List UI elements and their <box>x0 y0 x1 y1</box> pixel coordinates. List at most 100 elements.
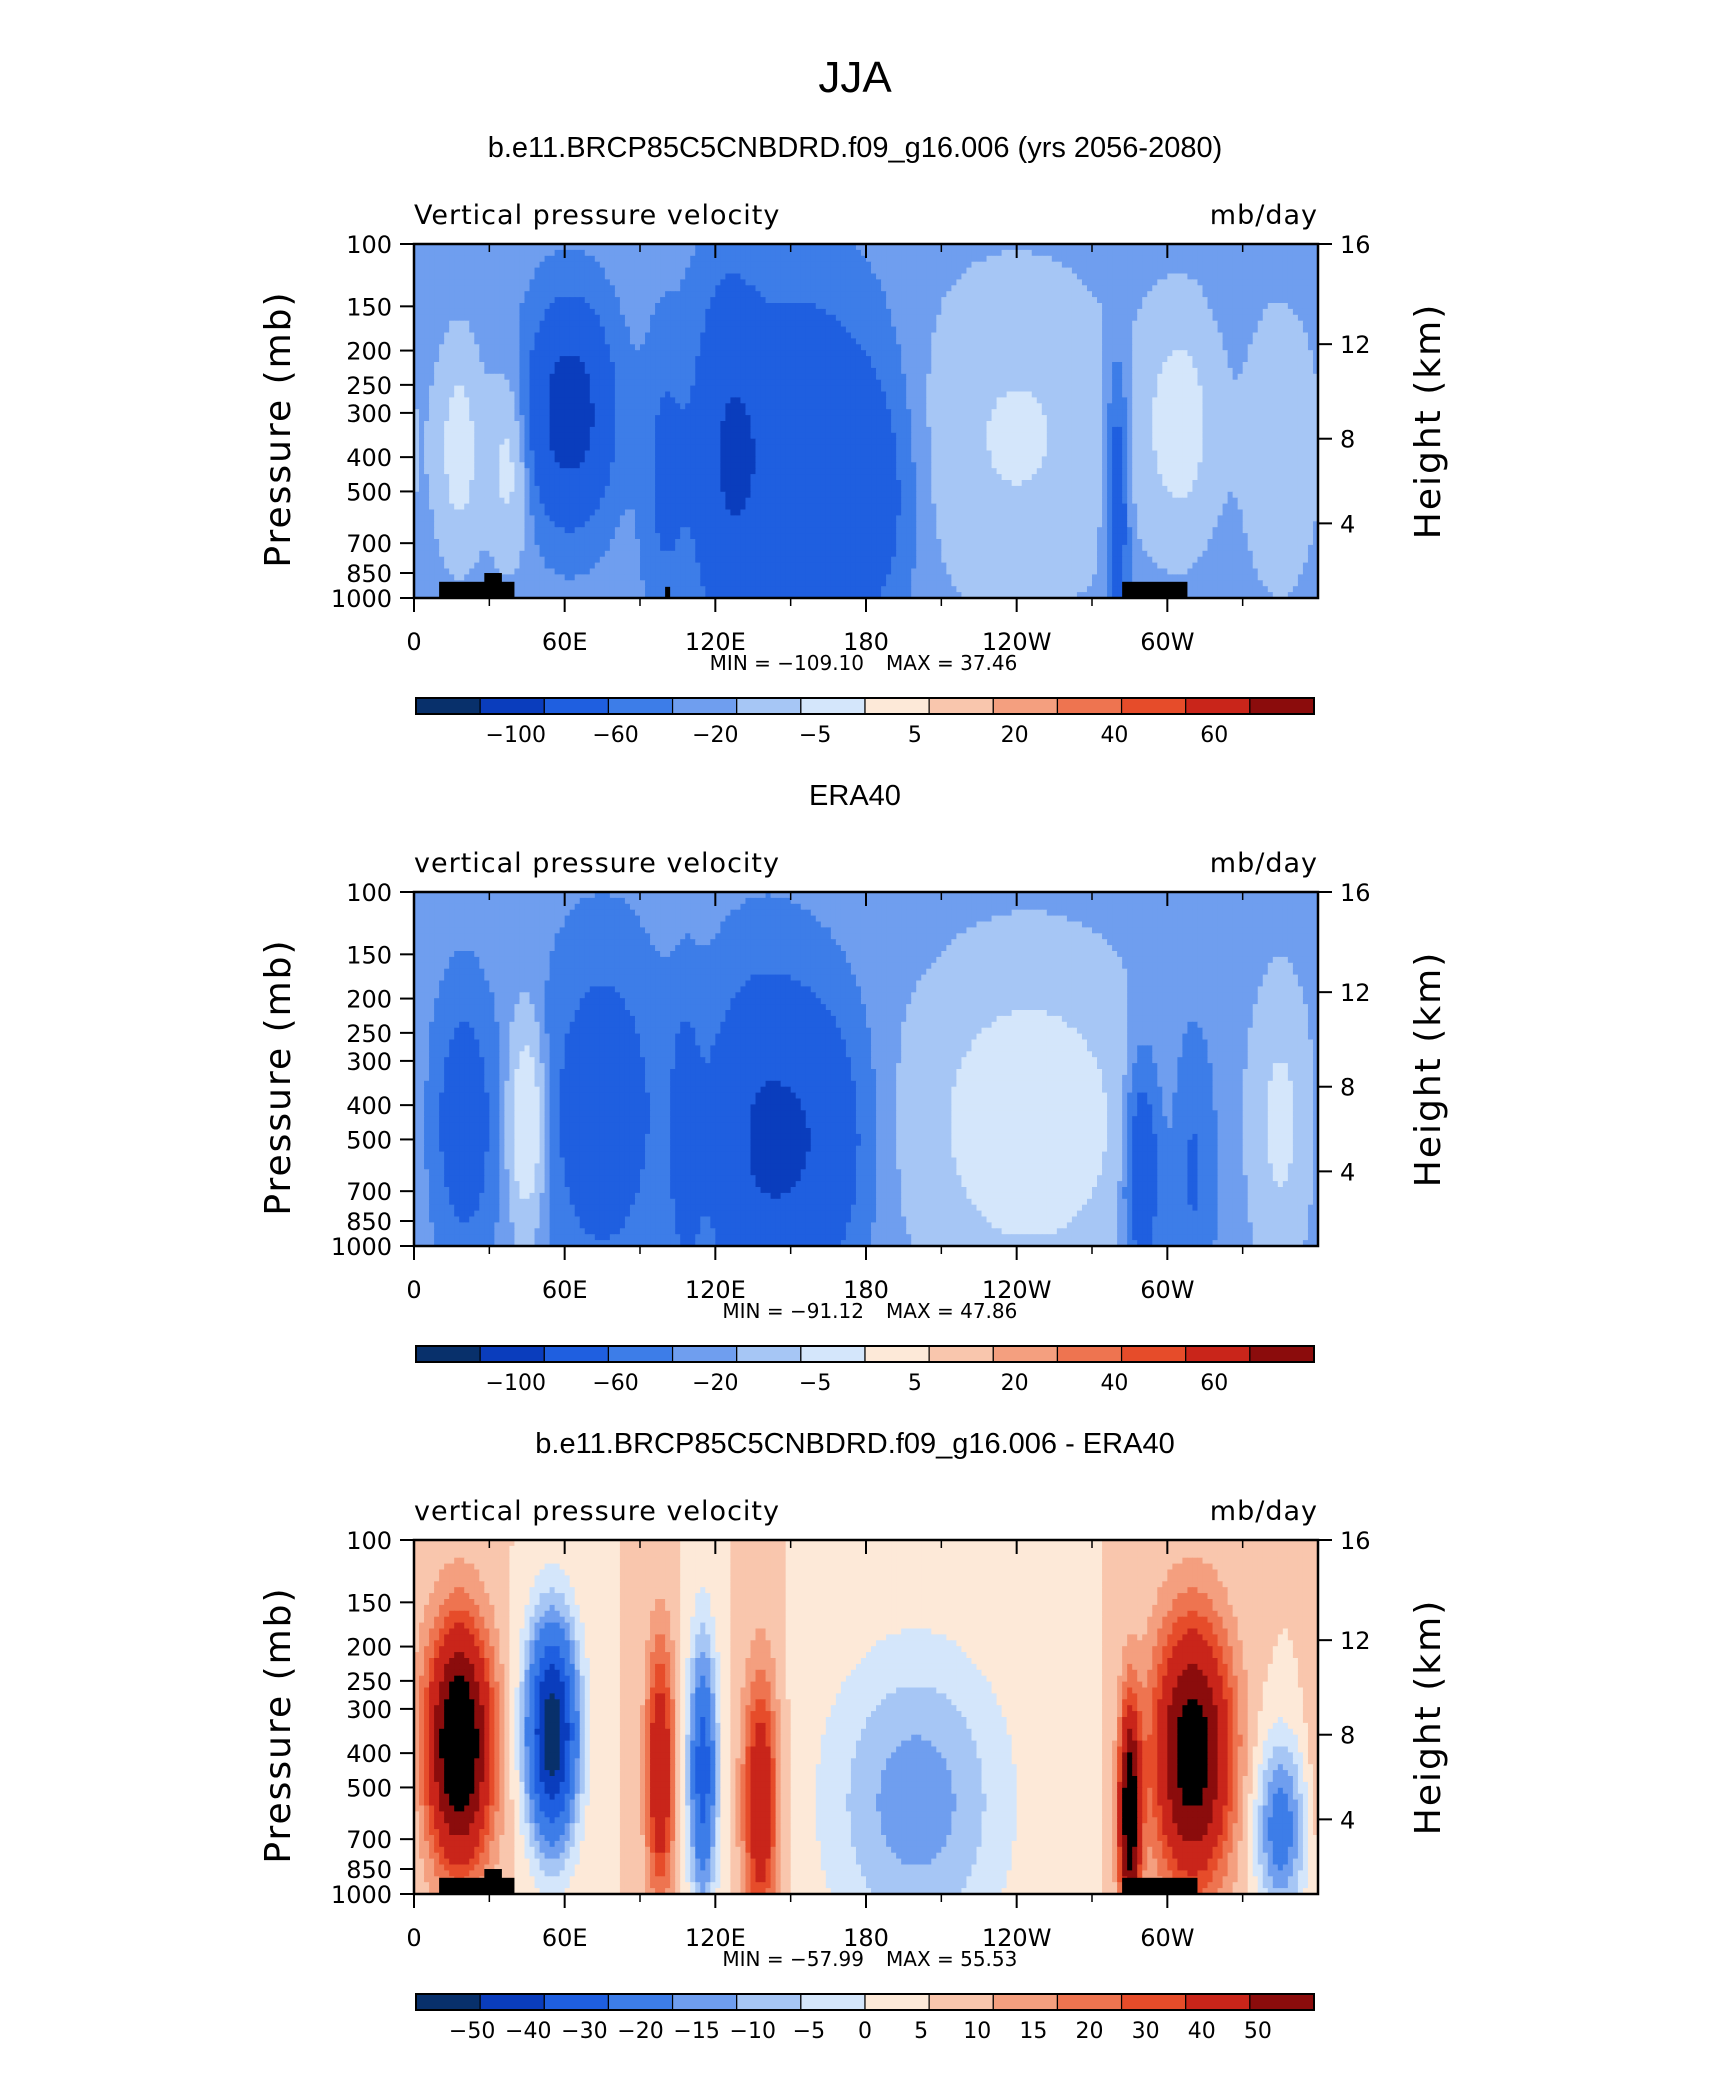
topography-mask <box>484 573 502 598</box>
y-right-tick-label: 12 <box>1340 331 1371 359</box>
y-right-tick-label: 4 <box>1340 1158 1355 1186</box>
colorbar-label: −5 <box>799 723 831 748</box>
x-tick-label: 120W <box>982 628 1052 656</box>
colorbar-box <box>543 1345 610 1363</box>
x-tick-label: 180 <box>843 1924 889 1952</box>
x-tick-label: 60W <box>1140 1276 1194 1304</box>
max-readout: MAX = 55.53 <box>886 1947 1017 1971</box>
colorbar-label: −20 <box>617 2019 663 2044</box>
topography-mask <box>439 581 515 598</box>
max-readout: MAX = 37.46 <box>886 651 1017 675</box>
colorbar-box <box>1120 697 1187 715</box>
heatmap-field <box>414 1540 1318 1894</box>
colorbar-label: 5 <box>908 723 922 748</box>
panel-left-label: Vertical pressure velocity <box>414 200 780 231</box>
colorbar-label: −60 <box>592 723 638 748</box>
figure-title: JJA <box>818 53 892 102</box>
colorbar-box <box>479 1993 545 2011</box>
y-tick-label: 500 <box>346 478 392 506</box>
heatmap-field <box>414 892 1318 1246</box>
colorbar-label: −10 <box>730 2019 776 2044</box>
colorbar-box <box>800 1993 866 2011</box>
colorbar-box <box>864 697 930 715</box>
x-tick-label: 60E <box>542 1924 588 1952</box>
colorbar-box <box>1249 1993 1315 2011</box>
colorbar-box <box>607 1993 674 2011</box>
y-tick-label: 500 <box>346 1774 392 1802</box>
y-tick-label: 100 <box>346 231 392 259</box>
colorbar-box <box>800 1345 866 1363</box>
y-right-tick-label: 16 <box>1340 231 1371 259</box>
x-tick-label: 60E <box>542 1276 588 1304</box>
y-tick-label: 850 <box>346 1208 392 1236</box>
panel-title: ERA40 <box>809 780 901 812</box>
y-tick-label: 200 <box>346 986 392 1014</box>
colorbar-label: 40 <box>1100 723 1128 748</box>
colorbar-label: −20 <box>692 1371 738 1396</box>
topography-mask <box>439 1877 515 1894</box>
x-tick-label: 60W <box>1140 628 1194 656</box>
y-tick-label: 200 <box>346 338 392 366</box>
colorbar-box <box>928 1993 994 2011</box>
x-tick-label: 120W <box>982 1924 1052 1952</box>
colorbar-box <box>992 697 1059 715</box>
y-tick-label: 400 <box>346 1092 392 1120</box>
y-tick-label: 300 <box>346 400 392 428</box>
colorbar-box <box>415 1345 481 1363</box>
topography-mask <box>484 1869 502 1894</box>
topography-mask <box>1122 581 1188 598</box>
y-tick-label: 700 <box>346 530 392 558</box>
y-tick-label: 300 <box>346 1048 392 1076</box>
colorbar-box <box>736 1345 802 1363</box>
panel-title: b.e11.BRCP85C5CNBDRD.f09_g16.006 - ERA40 <box>535 1428 1174 1460</box>
colorbar-box <box>864 1345 930 1363</box>
colorbar-label: −50 <box>449 2019 495 2044</box>
x-tick-label: 60W <box>1140 1924 1194 1952</box>
colorbar-box <box>736 697 802 715</box>
y-tick-label: 700 <box>346 1178 392 1206</box>
colorbar-box <box>479 1345 545 1363</box>
colorbar-frame <box>415 697 1315 715</box>
colorbar-label: 20 <box>1001 723 1029 748</box>
colorbar-box <box>1185 697 1251 715</box>
colorbar-box <box>607 697 674 715</box>
x-tick-label: 120E <box>685 628 746 656</box>
x-tick-label: 180 <box>843 628 889 656</box>
colorbar-label: 60 <box>1200 723 1228 748</box>
colorbar-box <box>543 1993 610 2011</box>
colorbar-box <box>1249 1345 1315 1363</box>
y-right-axis-label: Height (km) <box>1408 951 1449 1187</box>
min-readout: MIN = −57.99 <box>722 1947 864 1971</box>
heatmap-field <box>414 244 1318 598</box>
colorbar-box <box>543 697 610 715</box>
y-tick-label: 700 <box>346 1826 392 1854</box>
colorbar-box <box>671 1993 738 2011</box>
colorbar-box <box>1185 1345 1251 1363</box>
colorbar-frame <box>415 1993 1315 2011</box>
colorbar-box <box>736 1993 802 2011</box>
x-tick-label: 0 <box>406 1276 421 1304</box>
panel-left-label: vertical pressure velocity <box>414 1496 780 1527</box>
colorbar-box <box>1120 1993 1187 2011</box>
colorbar-box <box>1056 697 1123 715</box>
colorbar-label: −20 <box>692 723 738 748</box>
y-right-axis-label: Height (km) <box>1408 303 1449 539</box>
colorbar-box <box>415 697 481 715</box>
y-tick-label: 150 <box>346 941 392 969</box>
colorbar-label: −100 <box>486 1371 546 1396</box>
colorbar-label: −5 <box>793 2019 825 2044</box>
y-right-tick-label: 16 <box>1340 1527 1371 1555</box>
y-tick-label: 1000 <box>331 1233 392 1261</box>
colorbar-label: 5 <box>914 2019 928 2044</box>
x-tick-label: 120E <box>685 1924 746 1952</box>
y-right-tick-label: 8 <box>1340 426 1355 454</box>
panel-right-label: mb/day <box>1210 1496 1318 1527</box>
x-tick-label: 0 <box>406 1924 421 1952</box>
colorbar-label: −5 <box>799 1371 831 1396</box>
panel-title: b.e11.BRCP85C5CNBDRD.f09_g16.006 (yrs 20… <box>488 132 1223 164</box>
y-tick-label: 150 <box>346 1589 392 1617</box>
colorbar-box <box>671 1345 738 1363</box>
y-tick-label: 250 <box>346 1020 392 1048</box>
colorbar-label: 40 <box>1100 1371 1128 1396</box>
y-right-tick-label: 8 <box>1340 1722 1355 1750</box>
